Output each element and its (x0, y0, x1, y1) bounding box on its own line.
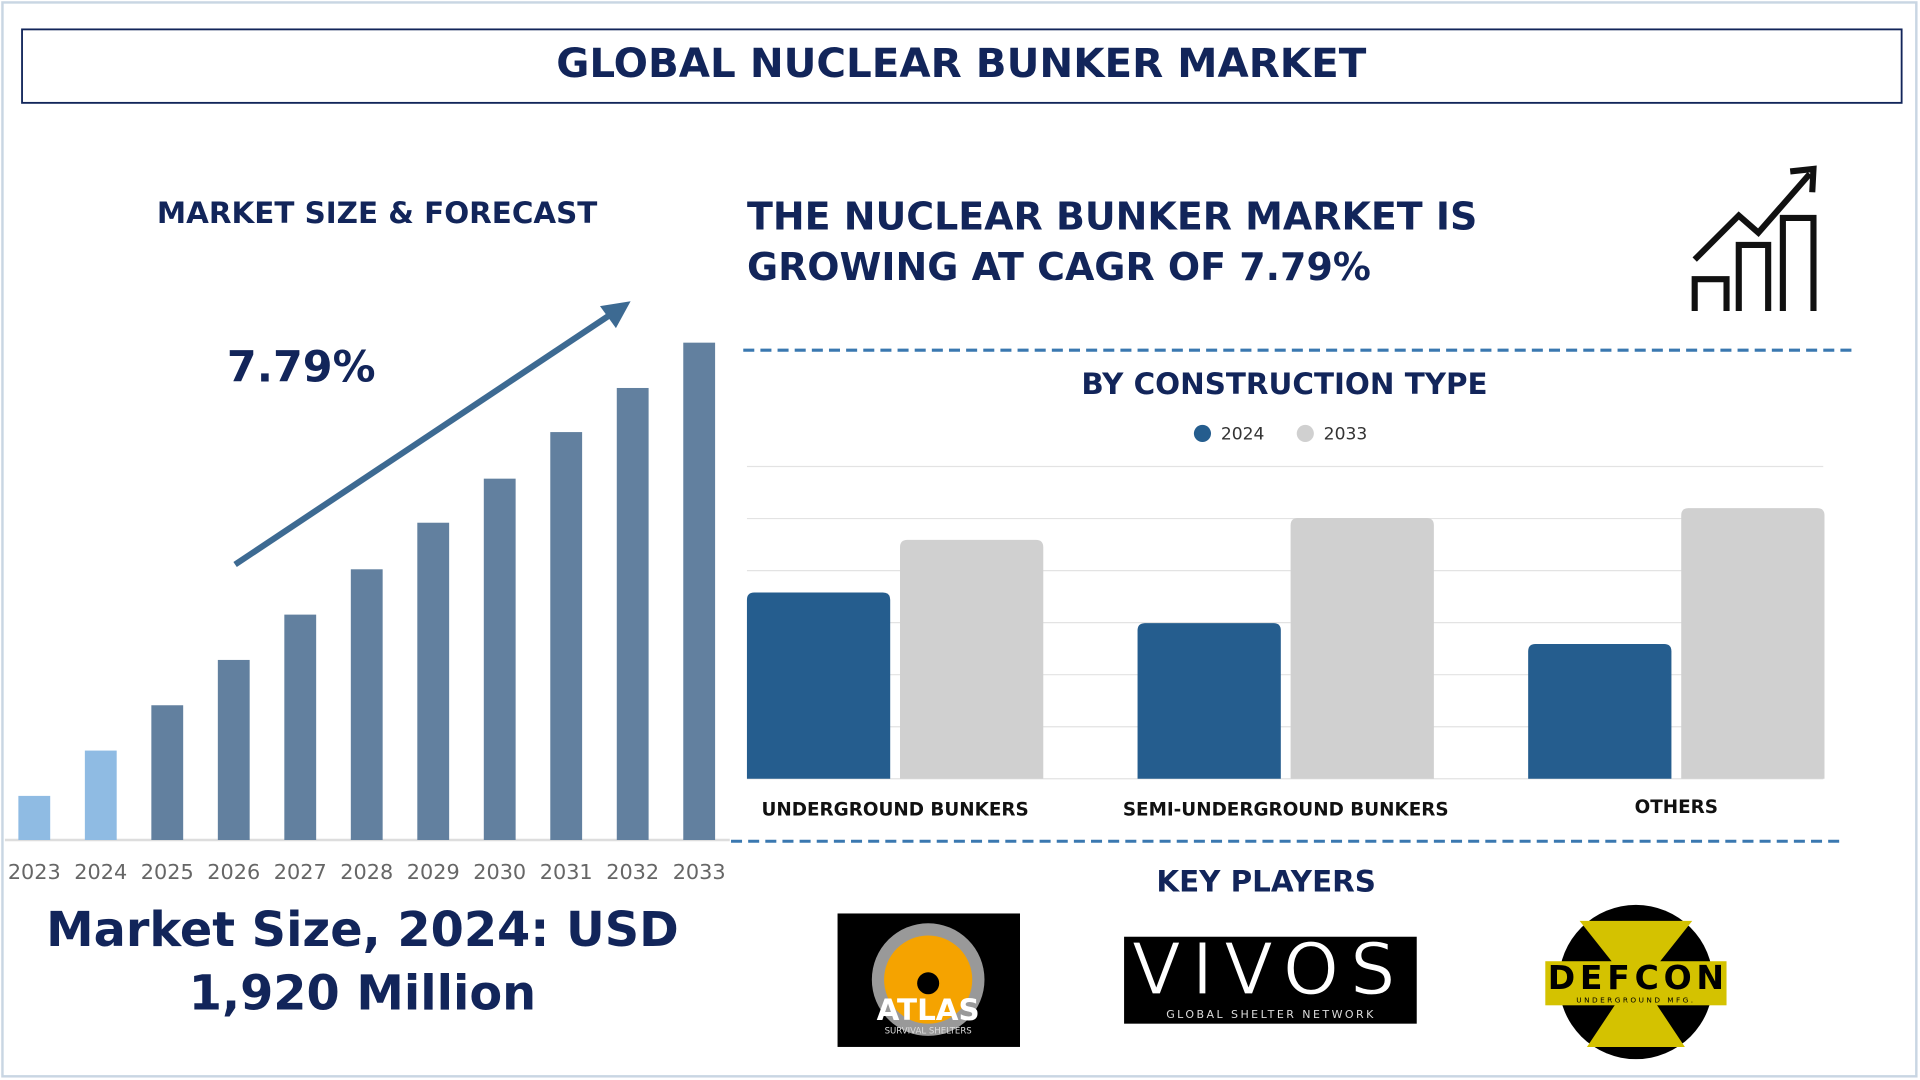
legend-label: 2024 (1221, 425, 1265, 445)
bar (550, 432, 583, 840)
x-tick-label: 2023 (8, 860, 61, 884)
x-tick-label: 2032 (606, 860, 659, 884)
x-tick-label: 2024 (74, 860, 127, 884)
headline: GROWING AT CAGR OF 7.79% (747, 245, 1371, 289)
headline: THE NUCLEAR BUNKER MARKET IS (747, 195, 1477, 239)
logo-tagline: SURVIVAL SHELTERS (885, 1027, 972, 1037)
bar (1528, 643, 1672, 779)
x-tick-label: OTHERS (1635, 797, 1718, 818)
legend-label: 2033 (1324, 425, 1368, 445)
logo-tagline: UNDERGROUND MFG. (1576, 995, 1695, 1004)
chart-title: MARKET SIZE & FORECAST (157, 196, 597, 230)
logo-tagline: GLOBAL SHELTER NETWORK (1166, 1008, 1376, 1021)
bar (900, 539, 1044, 779)
x-tick-label: 2027 (274, 860, 327, 884)
x-tick-label: 2025 (141, 860, 194, 884)
logo-text: VIVOS (1132, 928, 1395, 1011)
bar (683, 342, 716, 840)
logo-text: DEFCON (1548, 958, 1724, 997)
cagr-label: 7.79% (227, 342, 376, 392)
bar (350, 569, 383, 840)
bar (1681, 508, 1825, 779)
logo-bg (1124, 936, 1417, 1024)
bar (483, 478, 516, 840)
bar (417, 522, 450, 840)
logo-atlas: ATLAS SURVIVAL SHELTERS (837, 913, 1020, 1047)
growth-icon (1691, 165, 1817, 312)
bar (746, 592, 891, 779)
section-title: KEY PLAYERS (1156, 864, 1376, 898)
x-tick-label: 2033 (673, 860, 726, 884)
x-tick-label: 2028 (340, 860, 393, 884)
bar (1290, 518, 1434, 779)
title: GLOBAL NUCLEAR BUNKER MARKET (556, 39, 1367, 87)
market-size: 1,920 Million (189, 967, 536, 1022)
x-tick-label: 2031 (540, 860, 593, 884)
bar (284, 614, 317, 840)
x-tick-label: SEMI-UNDERGROUND BUNKERS (1123, 800, 1449, 821)
bar (151, 705, 184, 840)
logo-vivos: VIVOS GLOBAL SHELTER NETWORK (1124, 928, 1417, 1024)
logo-defcon: DEFCON UNDERGROUND MFG. (1545, 904, 1727, 1060)
bar (217, 659, 250, 840)
logo-shape (1545, 961, 1727, 1006)
legend-swatch (1193, 424, 1212, 443)
arrow-head (600, 301, 631, 329)
logo-shape (917, 972, 940, 995)
market-size: Market Size, 2024: USD (46, 903, 679, 958)
title-box (21, 28, 1903, 104)
logo-shape (1586, 973, 1685, 1047)
x-tick-label: UNDERGROUND BUNKERS (761, 800, 1028, 821)
bar (616, 387, 649, 840)
x-tick-label: 2029 (407, 860, 460, 884)
legend-swatch (1296, 424, 1314, 443)
bar (84, 750, 117, 840)
bar (18, 795, 51, 840)
logo-text: ATLAS (877, 993, 980, 1027)
growth-arrow (233, 310, 614, 568)
chart-title: BY CONSTRUCTION TYPE (1081, 367, 1487, 401)
x-tick-label: 2030 (473, 860, 526, 884)
bar (1137, 623, 1281, 779)
logo-shape (1579, 920, 1693, 992)
x-tick-label: 2026 (207, 860, 260, 884)
